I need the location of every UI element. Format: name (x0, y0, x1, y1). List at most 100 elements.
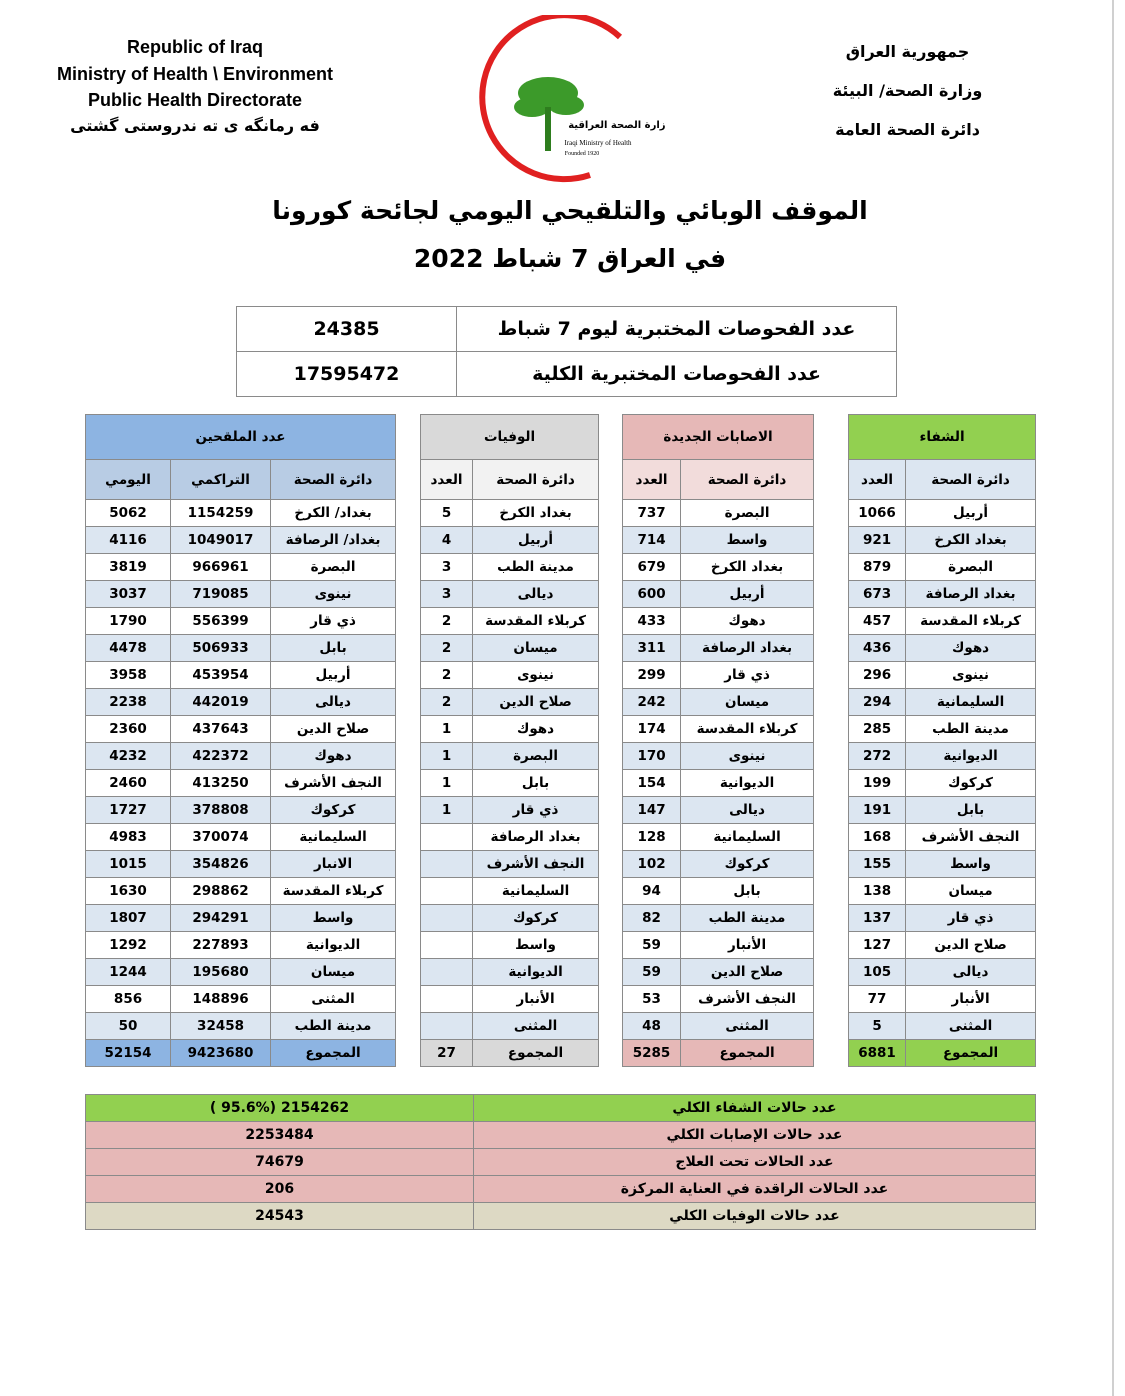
count-cell: 457 (848, 607, 907, 635)
count-cell: 50 (84, 1012, 172, 1040)
count-cell: 5 (848, 1012, 907, 1040)
count-cell: 155 (848, 850, 907, 878)
count-cell: 298862 (170, 877, 272, 905)
section-title: الوفيات (420, 414, 600, 460)
data-row: نينوى 296 ذي قار 299 نينوى 2 أربيل 453954 3958 (84, 661, 1037, 689)
gap-cell (813, 661, 850, 689)
tests-row: عدد الفحوصات المختبرية الكلية 17595472 (236, 351, 897, 397)
gap-cell (395, 904, 422, 932)
name-cell: ذي قار (680, 661, 815, 689)
total-value: 52154 (84, 1039, 172, 1067)
count-cell: 679 (622, 553, 682, 581)
name-cell: بابل (680, 877, 815, 905)
data-row: أربيل 1066 البصرة 737 بغداد الكرخ 5 بغداد/ الك… (84, 499, 1037, 527)
count-cell: 242 (622, 688, 682, 716)
column-header: دائرة الصحة (905, 459, 1037, 500)
column-header: العدد (848, 459, 907, 500)
count-cell: 4232 (84, 742, 172, 770)
gap-cell (598, 526, 624, 554)
section-header-row: الشفاء الاصابات الجديدة الوفيات عدد الملقحي… (84, 414, 1037, 460)
name-cell: كربلاء المقدسة (680, 715, 815, 743)
gap-cell (598, 985, 624, 1013)
column-header: دائرة الصحة (270, 459, 397, 500)
count-cell: 422372 (170, 742, 272, 770)
gap-cell (598, 877, 624, 905)
data-row: كركوك 199 الديوانية 154 بابل 1 النجف الأشرف 413… (84, 769, 1037, 797)
name-cell: السليمانية (680, 823, 815, 851)
logo: وزارة الصحة العراقية Iraqi Ministry of H… (479, 15, 665, 183)
count-cell: 2 (420, 688, 474, 716)
name-cell: كركوك (905, 769, 1037, 797)
name-cell: بغداد/ الرصافة (270, 526, 397, 554)
gap-cell (395, 580, 422, 608)
count-cell: 1015 (84, 850, 172, 878)
edge-line (1112, 0, 1114, 1396)
summary-row: عدد حالات الإصابات الكلي 2253484 (85, 1121, 1036, 1149)
name-cell: نينوى (680, 742, 815, 770)
name-cell: النجف الأشرف (270, 769, 397, 797)
column-header: اليومي (84, 459, 172, 500)
data-row: البصرة 879 بغداد الكرخ 679 مدينة الطب 3 البصرة… (84, 553, 1037, 581)
count-cell: 436 (848, 634, 907, 662)
name-cell: النجف الأشرف (680, 985, 815, 1013)
count-cell: 272 (848, 742, 907, 770)
name-cell: السليمانية (905, 688, 1037, 716)
count-cell: 437643 (170, 715, 272, 743)
gap-cell (395, 634, 422, 662)
count-cell: 2360 (84, 715, 172, 743)
tests-value: 17595472 (236, 351, 457, 397)
name-cell: مدينة الطب (270, 1012, 397, 1040)
name-cell: النجف الأشرف (905, 823, 1037, 851)
count-cell: 191 (848, 796, 907, 824)
count-cell: 59 (622, 958, 682, 986)
name-cell: الديوانية (905, 742, 1037, 770)
data-row: بغداد الرصافة 673 أربيل 600 ديالى 3 نينوى 71908… (84, 580, 1037, 608)
name-cell: ديالى (905, 958, 1037, 986)
count-cell: 170 (622, 742, 682, 770)
logo-tree (514, 77, 584, 117)
count-cell: 4983 (84, 823, 172, 851)
name-cell: بغداد الرصافة (472, 823, 600, 851)
count-cell: 442019 (170, 688, 272, 716)
gap-cell (813, 1039, 850, 1067)
gap-cell (395, 553, 422, 581)
name-cell: واسط (270, 904, 397, 932)
logo-trunk (545, 107, 551, 151)
count-cell: 3958 (84, 661, 172, 689)
header-right-line: دائرة الصحة العامة (835, 120, 980, 139)
summary-row: عدد الحالات تحت العلاج 74679 (85, 1148, 1036, 1176)
gap-cell (598, 414, 624, 460)
count-cell: 879 (848, 553, 907, 581)
gap-cell (813, 634, 850, 662)
gap-cell (395, 499, 422, 527)
gap-cell (395, 769, 422, 797)
data-row: كربلاء المقدسة 457 دهوك 433 كربلاء المقدسة 2 ذ… (84, 607, 1037, 635)
count-cell: 227893 (170, 931, 272, 959)
tests-label: عدد الفحوصات المختبرية الكلية (456, 351, 897, 397)
total-label: المجموع (472, 1039, 600, 1067)
gap-cell (395, 414, 422, 460)
count-cell: 154 (622, 769, 682, 797)
count-cell: 105 (848, 958, 907, 986)
gap-cell (813, 499, 850, 527)
gap-cell (813, 823, 850, 851)
count-cell: 378808 (170, 796, 272, 824)
count-cell: 82 (622, 904, 682, 932)
gap-cell (598, 1039, 624, 1067)
name-cell: الديوانية (270, 931, 397, 959)
gap-cell (598, 499, 624, 527)
count-cell (420, 877, 474, 905)
name-cell: البصرة (905, 553, 1037, 581)
name-cell: الأنبار (680, 931, 815, 959)
count-cell: 506933 (170, 634, 272, 662)
gap-cell (395, 850, 422, 878)
count-cell: 1154259 (170, 499, 272, 527)
count-cell: 714 (622, 526, 682, 554)
name-cell: ذي قار (905, 904, 1037, 932)
gap-cell (598, 580, 624, 608)
gap-cell (598, 634, 624, 662)
gap-cell (813, 526, 850, 554)
count-cell: 737 (622, 499, 682, 527)
gap-cell (395, 1039, 422, 1067)
